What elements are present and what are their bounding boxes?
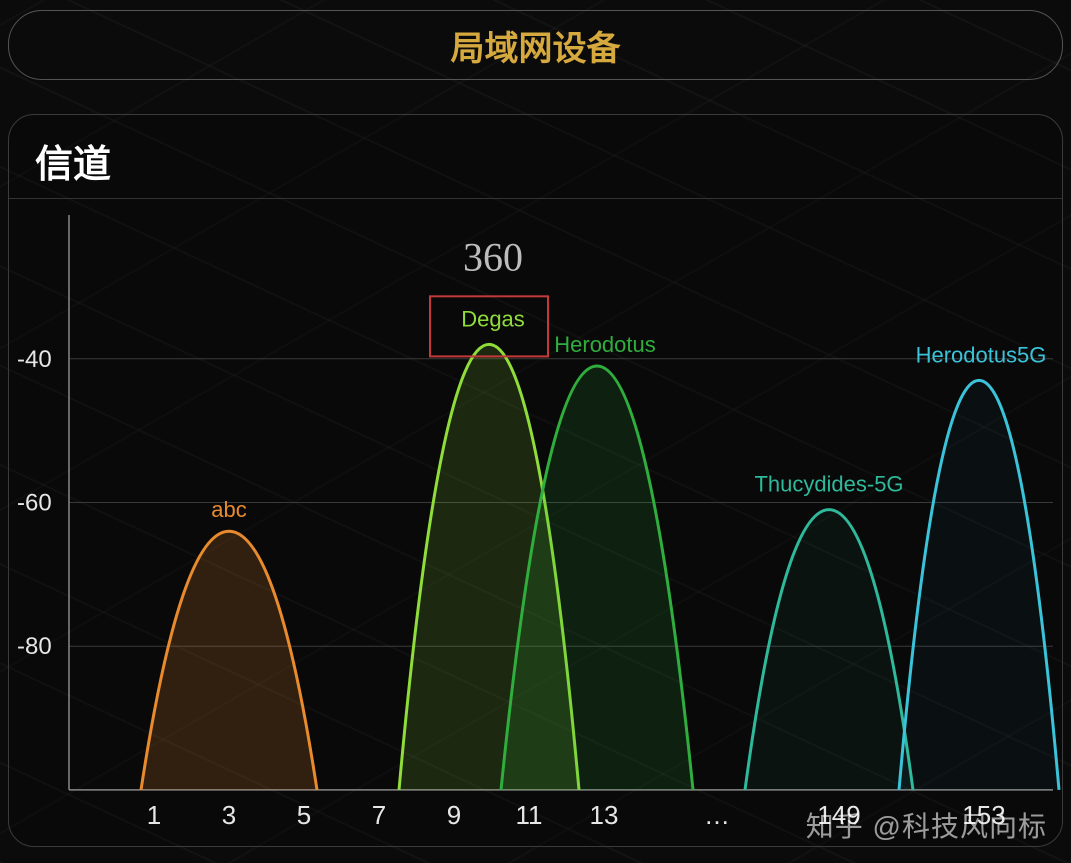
network-label: Degas bbox=[461, 306, 525, 331]
network-label: abc bbox=[211, 497, 246, 522]
header-title: 局域网设备 bbox=[451, 21, 621, 70]
network-peak-fill bbox=[899, 380, 1059, 790]
y-tick-label: -80 bbox=[17, 633, 52, 660]
header-pill[interactable]: 局域网设备 bbox=[8, 10, 1063, 80]
network-label: Herodotus bbox=[554, 332, 655, 357]
x-tick-label: 11 bbox=[516, 800, 543, 830]
x-tick-label: 3 bbox=[222, 800, 236, 830]
channel-card: 信道 -40-60-80135791113…149153abcDegasHero… bbox=[8, 114, 1063, 847]
network-label: Thucydides-5G bbox=[754, 472, 903, 497]
network-peak-fill bbox=[745, 510, 913, 790]
x-tick-label: 9 bbox=[447, 800, 461, 830]
x-tick-label: 153 bbox=[962, 800, 1005, 830]
x-tick-label: 1 bbox=[147, 800, 161, 830]
channel-chart-svg: -40-60-80135791113…149153abcDegasHerodot… bbox=[9, 185, 1062, 846]
y-tick-label: -60 bbox=[17, 489, 52, 516]
network-label: Herodotus5G bbox=[916, 342, 1047, 367]
x-tick-label: 7 bbox=[372, 800, 386, 830]
channel-chart: -40-60-80135791113…149153abcDegasHerodot… bbox=[9, 185, 1062, 846]
x-tick-label: 13 bbox=[590, 800, 619, 830]
chart-top-label: 360 bbox=[463, 234, 523, 279]
x-tick-label: 149 bbox=[817, 800, 860, 830]
y-tick-label: -40 bbox=[17, 346, 52, 373]
x-tick-label: 5 bbox=[297, 800, 311, 830]
x-tick-label: … bbox=[704, 800, 730, 830]
network-peak-fill bbox=[141, 531, 317, 790]
